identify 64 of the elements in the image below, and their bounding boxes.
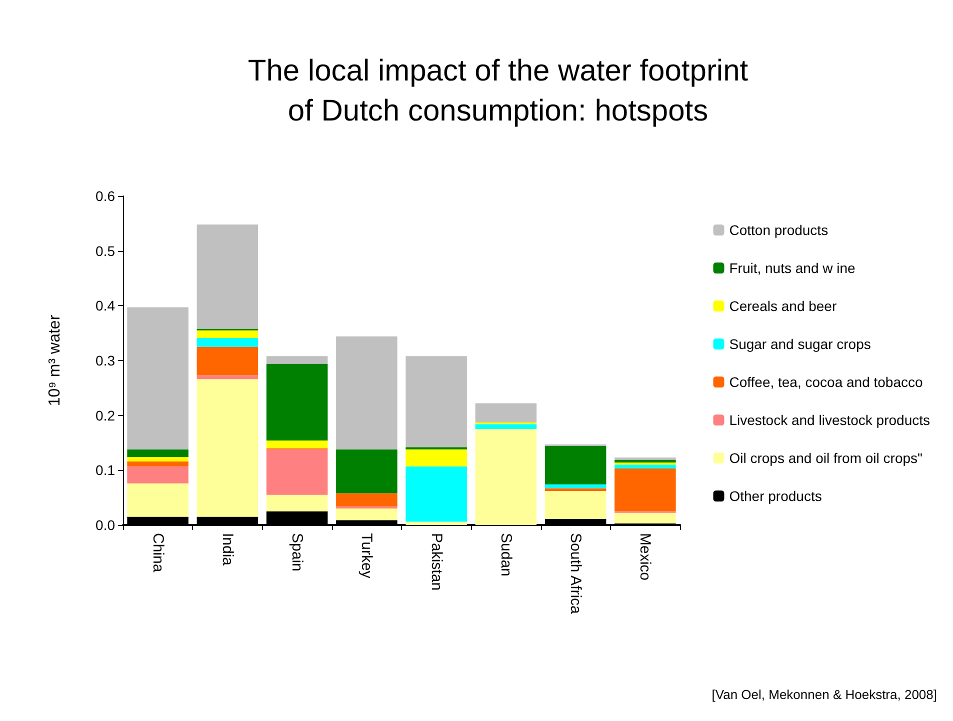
x-tick-label: South Africa: [567, 533, 584, 615]
bar: [127, 483, 188, 517]
bar: [544, 484, 606, 488]
bar: [406, 449, 467, 466]
y-axis-title: 10⁹ m³ water: [46, 314, 64, 406]
bar: [127, 307, 188, 450]
y-tick-label: 0.6: [96, 188, 116, 204]
legend-label: Cereals and beer: [729, 298, 837, 314]
bar: [266, 449, 328, 495]
x-tick-label: Spain: [288, 533, 306, 572]
bar: [127, 466, 188, 484]
bar: [614, 512, 676, 524]
y-tick-label: 0.3: [96, 352, 116, 368]
bar: [336, 493, 398, 506]
legend-label: Oil crops and oil from oil crops": [729, 450, 923, 466]
bar: [406, 356, 467, 448]
legend-label: Fruit, nuts and w ine: [729, 260, 856, 276]
bar: [544, 446, 606, 484]
bar: [336, 336, 398, 450]
legend-label: Other products: [729, 488, 822, 504]
bar: [196, 346, 258, 376]
chart-title: The local impact of the water footprint of Dutch consumption: hotspots: [248, 54, 749, 128]
y-tick-label: 0.4: [96, 298, 116, 314]
bar: [266, 364, 328, 441]
x-tick-label: Turkey: [358, 533, 376, 579]
y-tick-label: 0.5: [96, 242, 116, 259]
y-tick-label: 0.1: [96, 462, 116, 478]
bar: [336, 508, 398, 520]
bar: [336, 506, 398, 509]
y-tick-label: 0.2: [96, 407, 116, 424]
bar: [475, 424, 537, 430]
bar: [406, 466, 467, 522]
x-tick-label: China: [149, 533, 166, 573]
legend-label: Sugar and sugar crops: [729, 336, 871, 352]
x-tick-label: Pakistan: [428, 533, 445, 591]
bar: [127, 449, 188, 458]
legend-label: Cotton products: [729, 222, 828, 238]
bar: [475, 403, 537, 422]
y-tick-label: 0.0: [96, 517, 116, 533]
x-tick-label: Mexico: [636, 533, 654, 581]
text: [Van Oel, Mekonnen & Hoekstra, 2008]: [712, 687, 938, 702]
bar: [196, 224, 258, 329]
bar: [266, 494, 328, 512]
bar: [336, 449, 398, 494]
bar: [266, 440, 328, 448]
bar: [406, 522, 467, 525]
bar: [475, 429, 537, 525]
x-tick-label: India: [218, 533, 236, 566]
bar: [614, 464, 676, 469]
legend-label: Coffee, tea, cocoa and tobacco: [729, 374, 923, 390]
bar: [544, 488, 606, 492]
bar: [544, 491, 606, 519]
x-tick-label: Sudan: [497, 533, 514, 576]
bar: [196, 375, 258, 380]
bar: [196, 379, 258, 517]
bar: [127, 461, 188, 466]
bar: [196, 338, 258, 347]
bar: [196, 330, 258, 338]
bar: [266, 356, 328, 364]
bar: [614, 468, 676, 512]
bar: [127, 457, 188, 462]
bar: [614, 460, 676, 462]
legend-label: Livestock and livestock products: [729, 412, 930, 428]
bar: [614, 462, 676, 465]
